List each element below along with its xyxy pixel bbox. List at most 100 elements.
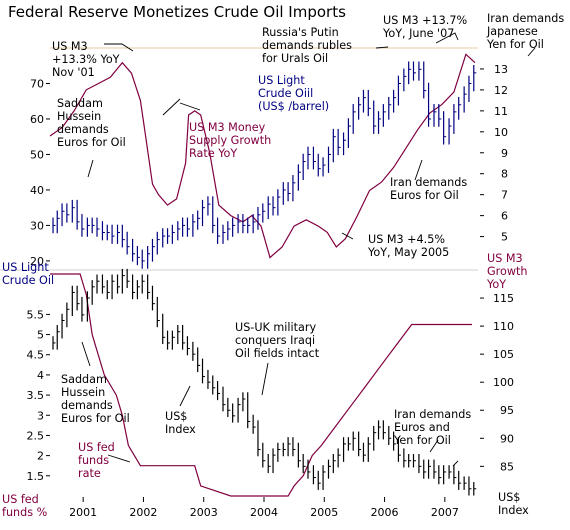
annotation-line: (US$ /barrel) — [258, 100, 329, 113]
usd-index-bar — [433, 459, 437, 479]
annotation-line: Euros for Oil — [61, 412, 130, 425]
usd-index-bar — [222, 386, 226, 412]
usd-index-bar — [247, 392, 251, 429]
x-tick-label: 2007 — [431, 506, 459, 519]
annotation-usd-index: US$ Index — [165, 410, 196, 436]
usd-index-bar — [156, 296, 160, 328]
annotation-leader — [104, 43, 134, 52]
bottom-left-tick-label: 2 — [37, 450, 44, 463]
annotation-leader — [414, 159, 423, 181]
usd-index-bar — [267, 454, 271, 474]
annotation-line: US$ — [498, 491, 520, 504]
annotation-line: Yen for Oil — [486, 38, 544, 51]
annotation-line: demands rubles — [262, 39, 352, 52]
bottom-right-tick-label: 100 — [493, 376, 514, 389]
usd-index-bar — [458, 470, 462, 490]
oil-price-bar — [443, 111, 447, 145]
annotation-line: US M3 +13.7% — [383, 14, 467, 27]
annotation-line: Yen for Oil — [393, 434, 451, 447]
bottom-left-tick-label: 3 — [37, 409, 44, 422]
annotation-line: Japanese — [486, 25, 538, 38]
annotation-left-axis-top: US Light Crude Oil — [2, 261, 54, 287]
oil-price-bar — [362, 89, 366, 113]
usd-index-bar — [312, 465, 316, 485]
oil-price-bar — [393, 89, 397, 113]
annotation-line: Iran demands — [394, 408, 471, 421]
usd-index-bar — [71, 285, 75, 316]
oil-price-bar — [106, 224, 110, 241]
oil-price-bar — [458, 96, 462, 120]
usd-index-bar — [136, 280, 140, 300]
oil-price-bar — [347, 118, 351, 149]
top-panel: 20 30 40 50 60 70 5 6 7 8 9 10 11 12 13 — [30, 47, 508, 269]
usd-index-bar — [76, 285, 80, 311]
annotation-line: Index — [498, 504, 529, 517]
oil-price-bar — [232, 217, 236, 237]
annotation-leader — [107, 454, 131, 463]
annotation-leader — [81, 341, 91, 367]
oil-price-bar — [61, 203, 65, 227]
bottom-panel: 1.5 2 2.5 3 3.5 4 4.5 5 5.5 85 90 95 100 105 110 115 200… — [0, 268, 514, 519]
usd-index-bar — [302, 454, 306, 474]
annotation-line: conquers Iraqi — [235, 334, 315, 347]
oil-price-bar — [468, 75, 472, 102]
bottom-left-tick-label: 3.5 — [27, 389, 45, 402]
usd-index-bar — [307, 459, 311, 479]
bottom-right-tick-label: 90 — [500, 432, 514, 445]
annotation-line: Rate YoY — [189, 147, 237, 160]
usd-index-bar — [463, 476, 467, 490]
usd-index-bar — [408, 454, 412, 468]
annotation-line: Russia's Putin — [262, 26, 339, 39]
annotation-leader — [375, 46, 389, 49]
top-right-tick-label: 11 — [494, 105, 508, 118]
bottom-left-tick-label: 4.5 — [27, 349, 45, 362]
oil-price-bar — [377, 111, 382, 134]
oil-price-bar — [76, 199, 80, 230]
annotation-iran-euros-top: Iran demands Euros for Oil — [390, 176, 467, 202]
oil-price-bar — [367, 89, 371, 117]
annotation-leader — [429, 439, 439, 453]
oil-price-bar — [197, 210, 201, 230]
usd-index-bar — [317, 470, 321, 490]
oil-price-bar — [297, 164, 301, 191]
annotation-leader — [87, 159, 94, 178]
usd-index-bar — [66, 302, 70, 328]
oil-price-bar — [186, 217, 190, 237]
oil-price-bar — [216, 217, 221, 244]
oil-price-bar — [358, 96, 362, 120]
usd-index-bar — [473, 482, 477, 496]
usd-index-bar — [287, 437, 291, 457]
oil-price-bar — [307, 146, 311, 170]
annotation-leader — [179, 102, 201, 111]
annotation-line: Iran demands — [487, 12, 564, 25]
usd-index-bar — [171, 330, 175, 350]
annotation-line: Oil fields intact — [235, 347, 320, 360]
annotation-right-axis-top: US M3 Growth YoY — [486, 252, 528, 291]
annotation-line: Crude Oil — [2, 274, 54, 287]
top-right-tick-label: 5 — [501, 231, 508, 244]
annotation-putin: Russia's Putin demands rubles for Urals Oi… — [262, 26, 352, 65]
usd-index-bar — [448, 465, 452, 479]
annotation-saddam-top: Saddam Hussein demands Euros for Oil — [57, 97, 126, 149]
usd-index-bar — [201, 358, 206, 384]
bottom-right-tick-label: 105 — [493, 348, 514, 361]
annotation-leader — [452, 460, 459, 467]
annotation-m3-label: US M3 Money Supply Growth Rate YoY — [189, 121, 271, 160]
oil-price-bar — [322, 157, 326, 177]
annotation-line: Euros for Oil — [57, 136, 126, 149]
usd-index-bar — [347, 437, 351, 451]
annotation-line: Hussein — [57, 110, 101, 123]
oil-price-bar — [81, 214, 85, 237]
oil-price-bar — [141, 249, 145, 269]
usd-index-bar — [277, 442, 281, 462]
oil-price-bar — [397, 75, 401, 106]
oil-price-bar — [182, 217, 186, 237]
top-right-tick-label: 6 — [501, 210, 508, 223]
oil-price-bar — [388, 96, 392, 120]
oil-price-bar — [177, 221, 181, 241]
annotation-line: Supply Growth — [189, 134, 271, 147]
annotation-line: Nov '01 — [52, 66, 95, 79]
annotation-m3-nov01: US M3 +13.3% YoY Nov '01 — [52, 40, 120, 79]
